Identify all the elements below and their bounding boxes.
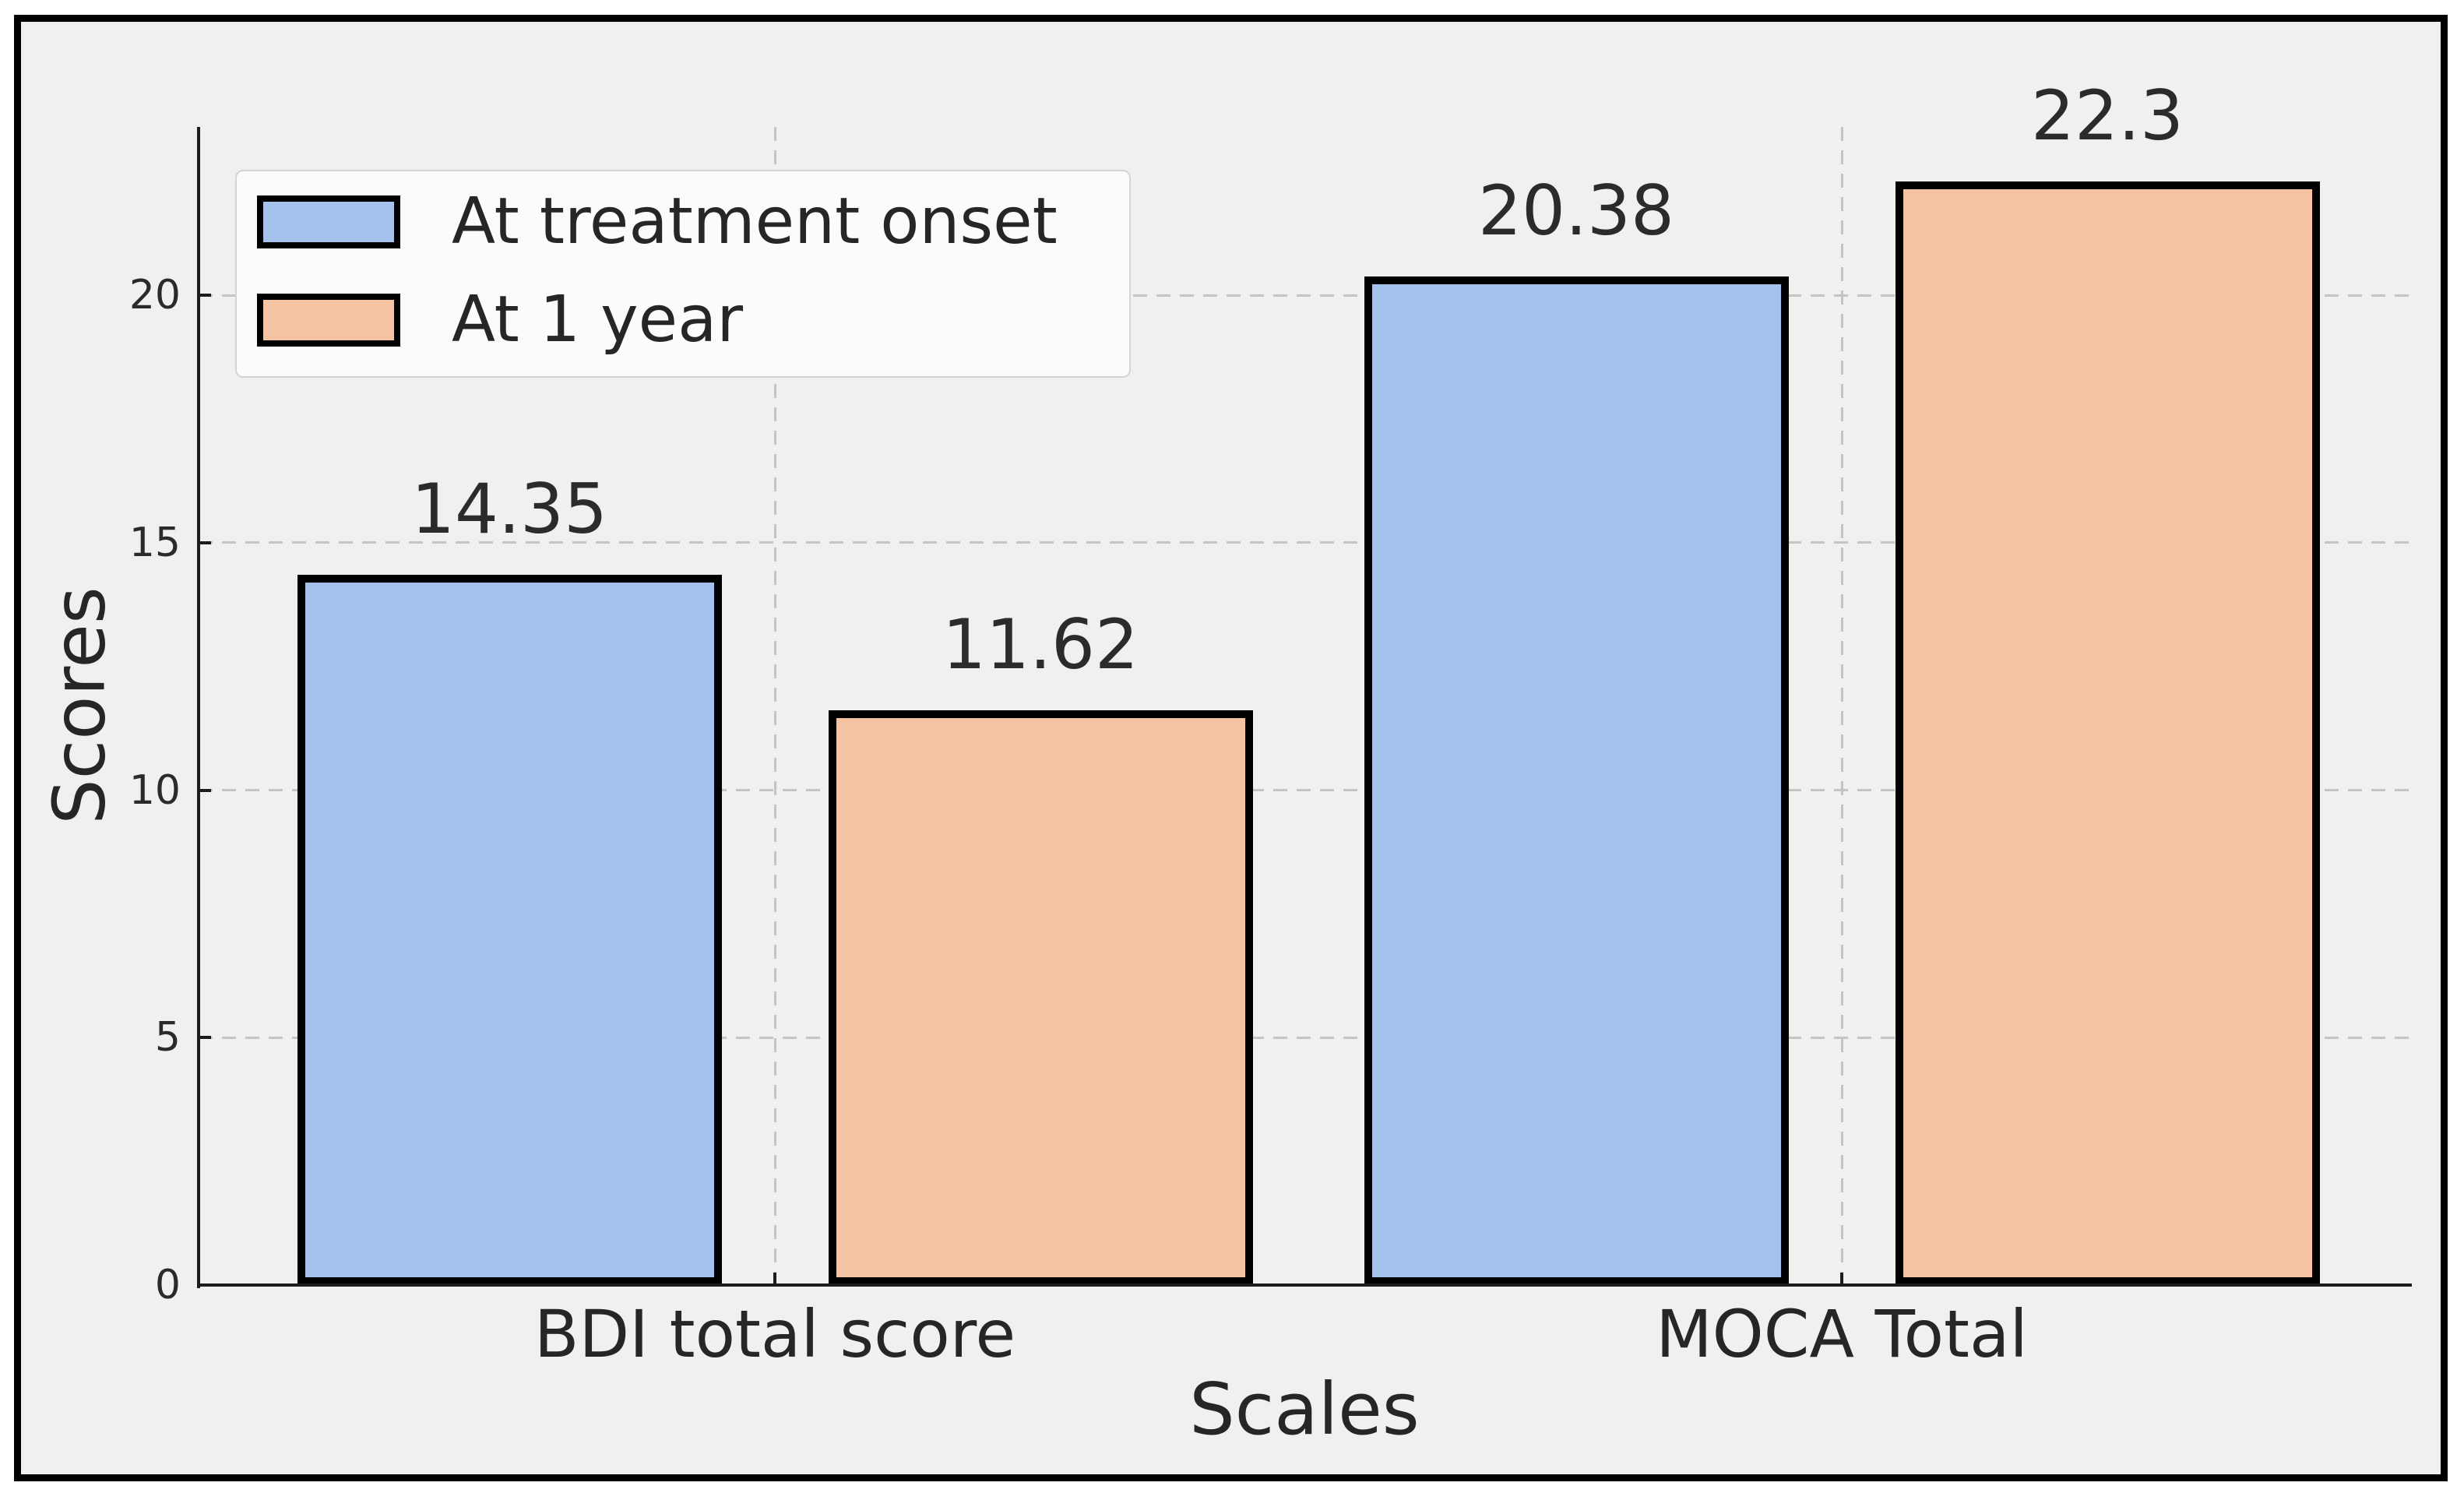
y-tick-label: 5 bbox=[154, 1014, 181, 1062]
y-tick-label: 15 bbox=[128, 519, 181, 566]
gridline-vertical bbox=[773, 127, 776, 1285]
x-tick-mark bbox=[773, 1273, 776, 1285]
x-axis-spine bbox=[197, 1283, 2412, 1287]
gridline-horizontal bbox=[199, 541, 2410, 544]
gridline-horizontal bbox=[199, 789, 2410, 792]
bar-bdi-total-score-onset bbox=[297, 575, 722, 1285]
y-tick-label: 10 bbox=[128, 766, 181, 814]
y-tick-mark bbox=[199, 541, 211, 544]
legend-row: At treatment onset bbox=[257, 190, 1058, 254]
bar-value-label: 20.38 bbox=[1478, 171, 1674, 251]
legend-swatch-1-year bbox=[257, 294, 400, 347]
x-tick-label: MOCA Total bbox=[1656, 1296, 2028, 1372]
gridline-vertical bbox=[1840, 127, 1843, 1285]
y-tick-mark bbox=[199, 1036, 211, 1040]
bar-bdi-total-score-1-year bbox=[828, 710, 1253, 1285]
x-axis-label: Scales bbox=[1189, 1368, 1420, 1451]
bar-moca-total-1-year bbox=[1895, 181, 2320, 1285]
x-tick-label: BDI total score bbox=[533, 1296, 1016, 1372]
gridline-horizontal bbox=[199, 1036, 2410, 1039]
legend-label: At 1 year bbox=[452, 283, 744, 357]
bar-moca-total-onset bbox=[1364, 276, 1789, 1285]
bar-value-label: 11.62 bbox=[942, 604, 1139, 685]
y-tick-label: 0 bbox=[154, 1262, 181, 1308]
legend-label: At treatment onset bbox=[452, 185, 1058, 259]
y-tick-mark bbox=[199, 294, 211, 298]
legend: At treatment onset At 1 year bbox=[235, 170, 1131, 378]
y-tick-mark bbox=[199, 788, 211, 792]
legend-row: At 1 year bbox=[257, 288, 743, 352]
y-tick-label: 20 bbox=[128, 272, 181, 319]
bar-value-label: 14.35 bbox=[411, 469, 607, 549]
legend-swatch-treatment-onset bbox=[257, 195, 400, 248]
y-axis-spine bbox=[197, 127, 200, 1288]
bar-value-label: 22.3 bbox=[2031, 76, 2184, 156]
x-tick-mark bbox=[1840, 1273, 1843, 1285]
gridline-horizontal bbox=[199, 294, 2410, 297]
